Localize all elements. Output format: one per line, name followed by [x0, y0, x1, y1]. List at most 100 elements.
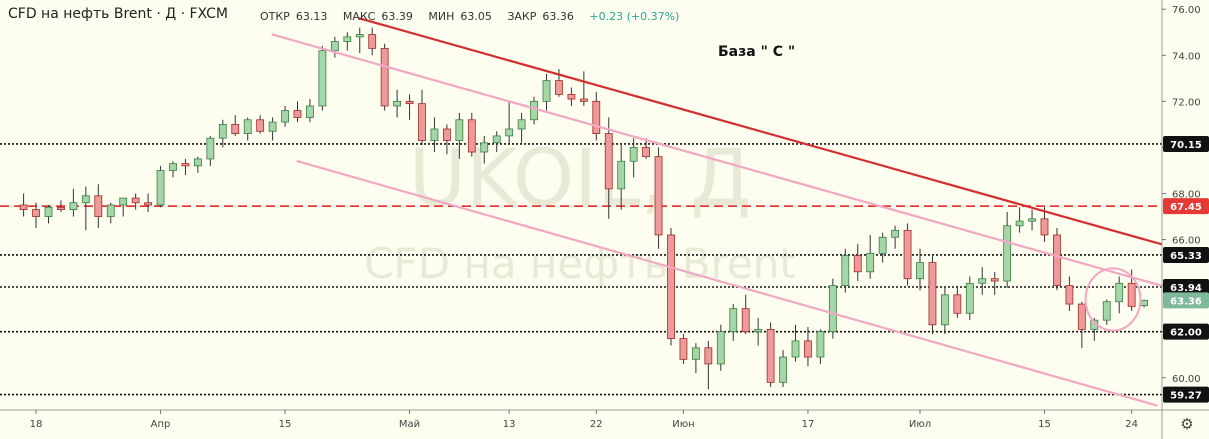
candle-body[interactable]	[741, 308, 750, 333]
candle-body[interactable]	[119, 197, 128, 206]
candle-body[interactable]	[442, 128, 451, 141]
candle-body[interactable]	[268, 121, 277, 132]
x-tick-label: 18	[30, 419, 43, 430]
candle-body[interactable]	[405, 100, 414, 105]
candle-body[interactable]	[1015, 220, 1024, 227]
highlight-ellipse[interactable]	[1084, 267, 1142, 332]
candle-body[interactable]	[1053, 234, 1061, 287]
candle-body[interactable]	[393, 100, 402, 107]
candle-body[interactable]	[604, 133, 613, 190]
candle-body[interactable]	[181, 163, 190, 167]
candle-body[interactable]	[629, 147, 638, 162]
candle-body[interactable]	[32, 209, 40, 217]
candle-body[interactable]	[766, 328, 775, 383]
candle-body[interactable]	[156, 170, 165, 206]
candle-body[interactable]	[916, 262, 924, 280]
candle-body[interactable]	[380, 47, 389, 107]
candle-body[interactable]	[692, 347, 700, 360]
candle-body[interactable]	[517, 119, 526, 130]
candle-body[interactable]	[853, 255, 862, 273]
candle-body[interactable]	[231, 123, 240, 134]
candle-body[interactable]	[654, 156, 663, 236]
candle-body[interactable]	[555, 80, 563, 95]
candle-body[interactable]	[467, 119, 476, 153]
candle-body[interactable]	[505, 128, 514, 137]
candle-body[interactable]	[106, 204, 115, 217]
candle-body[interactable]	[57, 206, 65, 211]
candle-body[interactable]	[206, 137, 215, 160]
candle-body[interactable]	[1003, 225, 1012, 282]
candle-body[interactable]	[542, 80, 551, 102]
candle-body[interactable]	[617, 160, 626, 190]
candle-body[interactable]	[81, 195, 90, 204]
candle-body[interactable]	[355, 34, 364, 38]
candle-body[interactable]	[293, 110, 302, 118]
symbol-title[interactable]: CFD на нефть Brent · Д · FXCM	[8, 6, 228, 22]
candle-body[interactable]	[704, 347, 713, 365]
candle-body[interactable]	[667, 234, 675, 339]
candle-body[interactable]	[816, 331, 825, 358]
candle-body[interactable]	[1140, 299, 1148, 307]
candle-body[interactable]	[94, 195, 103, 217]
candle-body[interactable]	[144, 202, 153, 206]
candle-body[interactable]	[941, 294, 949, 326]
candle-body[interactable]	[430, 128, 439, 141]
candle-body[interactable]	[306, 105, 314, 118]
candle-body[interactable]	[679, 338, 688, 360]
candle-body[interactable]	[318, 50, 327, 107]
candle-body[interactable]	[193, 158, 202, 167]
candle-body[interactable]	[567, 94, 576, 100]
gear-icon[interactable]: ⚙	[1180, 415, 1194, 433]
candle-body[interactable]	[729, 308, 738, 333]
candle-body[interactable]	[754, 328, 763, 333]
candle-body[interactable]	[530, 100, 538, 121]
candle-body[interactable]	[418, 103, 426, 141]
candle-body[interactable]	[368, 34, 377, 49]
candle-body[interactable]	[903, 229, 912, 280]
candle-body[interactable]	[791, 340, 800, 358]
candle-body[interactable]	[928, 262, 937, 326]
candle-body[interactable]	[990, 278, 999, 282]
candle-body[interactable]	[243, 119, 252, 134]
candle-body[interactable]	[131, 197, 140, 204]
candle-body[interactable]	[343, 36, 352, 42]
candle-body[interactable]	[1127, 282, 1136, 307]
candle-body[interactable]	[455, 119, 464, 141]
candle-body[interactable]	[44, 206, 53, 217]
candle-body[interactable]	[878, 236, 887, 254]
price-level-label: 70.15	[1170, 140, 1202, 151]
candle-body[interactable]	[1115, 282, 1124, 303]
candle-body[interactable]	[965, 282, 974, 314]
candle-body[interactable]	[891, 229, 899, 238]
trendline-resistance[interactable]	[358, 17, 1196, 255]
trendline-channel-upper[interactable]	[271, 33, 1196, 296]
candle-body[interactable]	[69, 202, 78, 211]
candle-body[interactable]	[256, 119, 265, 132]
candle-body[interactable]	[218, 123, 227, 139]
candle-body[interactable]	[330, 41, 339, 52]
candle-body[interactable]	[1065, 285, 1074, 305]
candle-body[interactable]	[480, 142, 489, 153]
candle-body[interactable]	[716, 331, 725, 365]
candle-body[interactable]	[828, 285, 837, 333]
candle-body[interactable]	[642, 147, 650, 158]
candle-body[interactable]	[1102, 301, 1111, 321]
candle-body[interactable]	[579, 98, 588, 102]
candle-body[interactable]	[804, 340, 812, 358]
candle-body[interactable]	[866, 252, 875, 273]
trendline-channel-lower[interactable]	[296, 160, 1158, 407]
candle-body[interactable]	[779, 356, 787, 383]
candle-body[interactable]	[978, 278, 987, 284]
candle-body[interactable]	[841, 255, 850, 287]
candle-body[interactable]	[492, 135, 501, 144]
candle-body[interactable]	[592, 100, 601, 134]
candle-body[interactable]	[1040, 218, 1049, 236]
candle-body[interactable]	[281, 110, 289, 123]
candle-body[interactable]	[169, 163, 177, 171]
candle-body[interactable]	[19, 204, 28, 211]
candle-body[interactable]	[1077, 303, 1086, 330]
candle-body[interactable]	[1028, 218, 1036, 222]
candle-body[interactable]	[953, 294, 962, 314]
